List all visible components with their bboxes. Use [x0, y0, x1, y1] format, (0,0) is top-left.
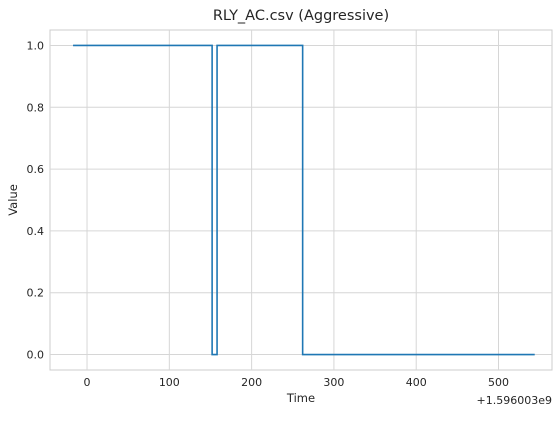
y-tick-label: 0.6 [27, 163, 45, 176]
x-tick-label: 500 [488, 376, 509, 389]
y-tick-label: 0.8 [27, 101, 45, 114]
y-axis-label: Value [6, 184, 20, 216]
y-tick-label: 0.4 [27, 225, 45, 238]
x-ticks: 0 100 200 300 400 500 [84, 376, 509, 389]
x-tick-label: 300 [323, 376, 344, 389]
chart-title: RLY_AC.csv (Aggressive) [213, 8, 389, 24]
plot-area [49, 29, 553, 371]
y-ticks: 0.0 0.2 0.4 0.6 0.8 1.0 [27, 39, 45, 361]
x-tick-label: 200 [241, 376, 262, 389]
x-tick-label: 0 [84, 376, 91, 389]
y-tick-label: 0.2 [27, 287, 45, 300]
y-tick-label: 1.0 [27, 39, 45, 52]
x-tick-label: 400 [406, 376, 427, 389]
x-offset-label: +1.596003e9 [477, 394, 552, 407]
series-line [73, 44, 535, 356]
x-tick-label: 100 [159, 376, 180, 389]
y-tick-label: 0.0 [27, 349, 45, 362]
x-axis-label: Time [286, 391, 315, 405]
